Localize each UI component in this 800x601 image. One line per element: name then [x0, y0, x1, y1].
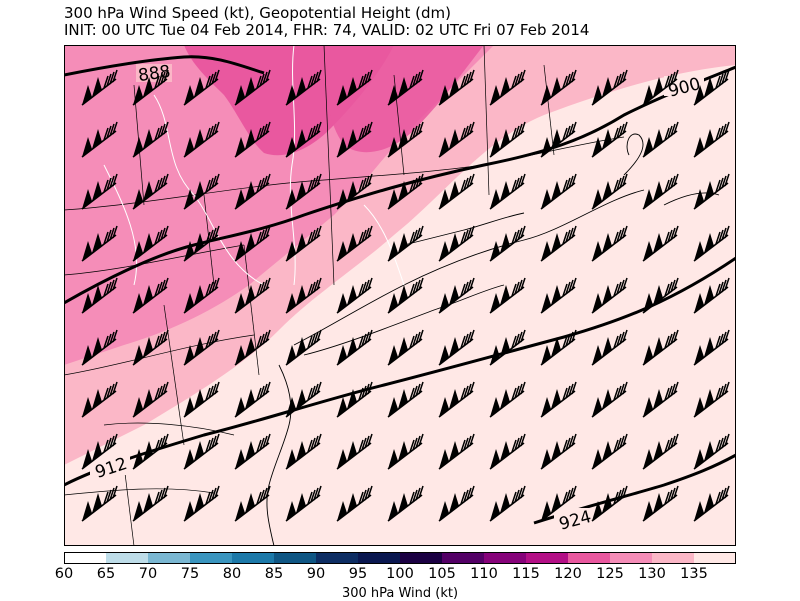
map-subtitle: INIT: 00 UTC Tue 04 Feb 2014, FHR: 74, V…	[64, 21, 590, 39]
colorbar-tick-label: 120	[554, 566, 582, 582]
colorbar-swatch	[316, 552, 359, 564]
colorbar-swatch	[694, 552, 736, 564]
colorbar-tick-label: 105	[428, 566, 456, 582]
colorbar-swatch	[484, 552, 527, 564]
colorbar-swatch	[358, 552, 401, 564]
colorbar-swatch	[148, 552, 191, 564]
colorbar-swatch	[610, 552, 653, 564]
colorbar-tick-label: 130	[638, 566, 666, 582]
colorbar-swatch	[568, 552, 611, 564]
colorbar-tick-label: 70	[138, 566, 158, 582]
contour-900	[64, 65, 736, 305]
colorbar-label: 300 hPa Wind (kt)	[341, 586, 459, 601]
colorbar-tick-label: 100	[386, 566, 414, 582]
colorbar-swatch	[652, 552, 695, 564]
colorbar-tick-label: 95	[348, 566, 368, 582]
colorbar-swatch	[190, 552, 233, 564]
colorbar-tick-label: 80	[222, 566, 242, 582]
colorbar-swatch	[64, 552, 107, 564]
colorbar-tick-label: 65	[96, 566, 116, 582]
map-title: 300 hPa Wind Speed (kt), Geopotential He…	[64, 4, 452, 22]
colorbar-tick-label: 110	[470, 566, 498, 582]
colorbar-swatch	[400, 552, 443, 564]
colorbar-tick-label: 90	[306, 566, 326, 582]
map-border	[64, 45, 736, 546]
colorbar-swatch	[232, 552, 275, 564]
map-panel: 888 900 912 924	[64, 45, 736, 546]
colorbar-swatch	[274, 552, 317, 564]
colorbar	[64, 552, 736, 564]
wind-band-120-east	[324, 45, 484, 153]
colorbar-swatch	[526, 552, 569, 564]
colorbar-tick-label: 135	[680, 566, 708, 582]
colorbar-swatch	[442, 552, 485, 564]
colorbar-tick-label: 60	[54, 566, 74, 582]
colorbar-tick-label: 125	[596, 566, 624, 582]
contour-912	[64, 256, 736, 487]
contour-888	[64, 55, 265, 77]
colorbar-tick-label: 115	[512, 566, 540, 582]
colorbar-tick-label: 85	[264, 566, 284, 582]
colorbar-tick-label: 75	[180, 566, 200, 582]
colorbar-swatch	[106, 552, 149, 564]
colorbar-border	[64, 552, 736, 564]
